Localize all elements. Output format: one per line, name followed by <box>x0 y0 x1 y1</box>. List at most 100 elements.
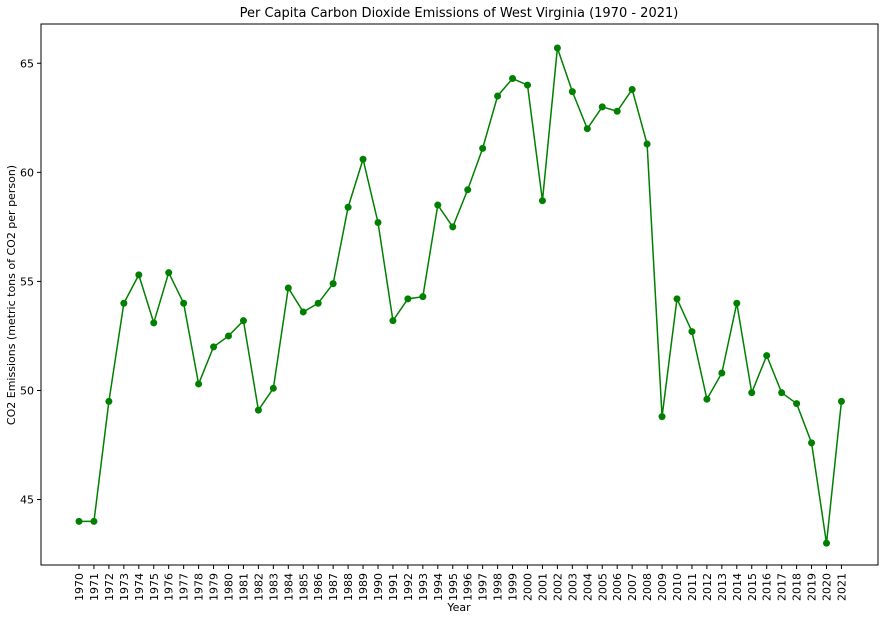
x-tick-label: 2021 <box>835 573 848 601</box>
data-point-2014 <box>733 299 741 307</box>
x-tick-label: 2011 <box>686 573 699 601</box>
data-point-1976 <box>165 269 173 277</box>
x-tick-label: 1981 <box>237 573 250 601</box>
x-tick-label: 1997 <box>477 573 490 601</box>
x-tick-label: 1995 <box>447 573 460 601</box>
y-axis: 45 50 55 60 65 <box>20 57 41 507</box>
x-tick-label: 2018 <box>791 573 804 601</box>
data-point-1982 <box>254 406 262 414</box>
data-point-1981 <box>239 317 247 325</box>
data-point-2016 <box>763 352 771 360</box>
x-tick-label: 1996 <box>462 573 475 601</box>
x-tick-label: 1990 <box>372 573 385 601</box>
data-point-1993 <box>419 293 427 301</box>
data-point-1971 <box>90 517 98 525</box>
x-tick-label: 1975 <box>148 573 161 601</box>
x-tick-label: 2006 <box>611 573 624 601</box>
x-axis-label: Year <box>446 601 471 614</box>
data-point-1996 <box>464 186 472 194</box>
data-point-1999 <box>509 75 517 83</box>
x-tick-label: 1976 <box>163 573 176 601</box>
x-tick-label: 1992 <box>402 573 415 601</box>
y-tick-label: 65 <box>20 57 34 70</box>
data-point-2017 <box>778 389 786 397</box>
x-tick-label: 1984 <box>282 573 295 601</box>
data-point-2011 <box>688 328 696 336</box>
x-tick-label: 2005 <box>596 573 609 601</box>
data-point-1987 <box>329 280 337 288</box>
data-point-1972 <box>105 397 113 405</box>
data-point-2020 <box>823 539 830 547</box>
x-tick-label: 2007 <box>626 573 639 601</box>
data-point-1988 <box>344 203 352 211</box>
data-point-2007 <box>628 85 636 93</box>
data-point-2006 <box>613 107 621 115</box>
x-tick-label: 2004 <box>581 573 594 601</box>
x-tick-label: 1974 <box>133 573 146 601</box>
data-point-2003 <box>568 88 576 96</box>
data-point-1991 <box>389 317 397 325</box>
data-point-1978 <box>195 380 203 388</box>
series-line-group <box>75 44 845 547</box>
data-point-1986 <box>314 299 322 307</box>
plot-area <box>40 23 879 566</box>
data-point-2021 <box>837 397 845 405</box>
y-tick-label: 50 <box>20 384 34 397</box>
x-tick-label: 1973 <box>118 573 131 601</box>
data-point-1985 <box>299 308 307 316</box>
x-tick-label: 1989 <box>357 573 370 601</box>
y-tick-label: 55 <box>20 275 34 288</box>
x-tick-label: 2020 <box>821 573 834 601</box>
data-point-2001 <box>538 197 546 205</box>
y-axis-label: CO2 Emissions (metric tons of CO2 per pe… <box>5 165 18 425</box>
x-tick-label: 1982 <box>252 573 265 601</box>
data-point-2019 <box>808 439 816 447</box>
x-tick-label: 2003 <box>566 573 579 601</box>
y-tick-label: 60 <box>20 166 34 179</box>
x-tick-label: 1971 <box>88 573 101 601</box>
x-tick-label: 1977 <box>178 573 191 601</box>
x-tick-label: 2019 <box>806 573 819 601</box>
data-point-1983 <box>269 384 277 392</box>
x-tick-label: 1972 <box>103 573 116 601</box>
data-point-2005 <box>598 103 606 111</box>
x-tick-label: 1999 <box>507 573 520 601</box>
data-point-2012 <box>703 395 711 403</box>
x-tick-label: 1994 <box>432 573 445 601</box>
data-point-1974 <box>135 271 143 279</box>
data-point-2009 <box>658 413 666 421</box>
x-tick-label: 1988 <box>342 573 355 601</box>
data-point-1973 <box>120 299 128 307</box>
data-point-2008 <box>643 140 651 148</box>
x-tick-label: 1980 <box>223 573 236 601</box>
x-tick-label: 2014 <box>731 573 744 601</box>
data-point-1990 <box>374 219 382 227</box>
x-tick-label: 1986 <box>312 573 325 601</box>
x-tick-label: 2010 <box>671 573 684 601</box>
data-point-2013 <box>718 369 726 377</box>
x-tick-label: 1998 <box>492 573 505 601</box>
data-point-2010 <box>673 295 681 303</box>
data-point-2004 <box>583 125 591 133</box>
x-tick-label: 2017 <box>776 573 789 601</box>
series-line <box>79 47 843 544</box>
x-tick-label: 2002 <box>551 573 564 601</box>
x-tick-label: 1979 <box>208 573 221 601</box>
x-tick-label: 1993 <box>417 573 430 601</box>
x-tick-label: 2012 <box>701 573 714 601</box>
data-point-1979 <box>210 343 218 351</box>
data-point-1997 <box>479 144 487 152</box>
data-point-1984 <box>284 284 292 292</box>
x-tick-label: 1991 <box>387 573 400 601</box>
data-point-1970 <box>75 517 83 525</box>
data-point-1980 <box>225 332 232 340</box>
x-tick-label: 1970 <box>73 573 86 601</box>
data-point-1975 <box>150 319 158 327</box>
x-axis: 1970 1971 1972 1973 1974 1975 1976 1977 1978 1979… <box>73 565 848 601</box>
data-point-1998 <box>494 92 502 100</box>
x-tick-label: 1978 <box>193 573 206 601</box>
x-tick-label: 1983 <box>267 573 280 601</box>
x-tick-label: 1987 <box>327 573 340 601</box>
x-tick-label: 2013 <box>716 573 729 601</box>
